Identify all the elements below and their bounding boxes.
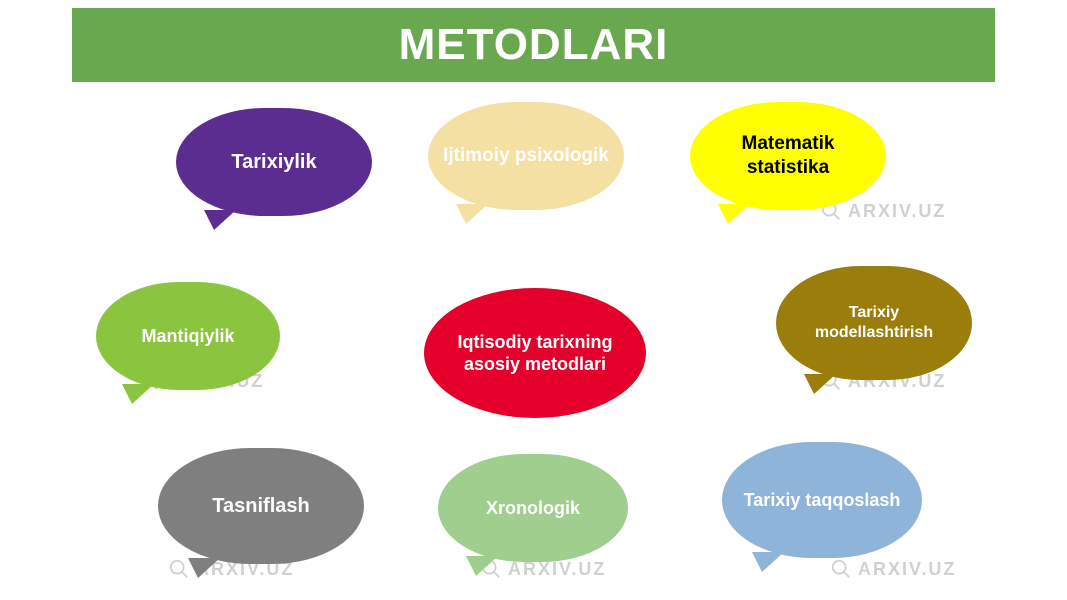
bubble-tarixiylik: Tarixiylik <box>176 108 372 216</box>
title-text: METODLARI <box>399 20 669 70</box>
bubble-tasniflash: Tasniflash <box>158 448 364 564</box>
bubble-tail <box>804 374 836 394</box>
bubble-tail <box>718 204 750 224</box>
bubble-ijtimoiy: Ijtimoiy psixologik <box>428 102 624 210</box>
bubble-xronologik: Xronologik <box>438 454 628 562</box>
bubble-label: Tarixiylik <box>231 150 316 175</box>
bubble-label: Tarixiy modellashtirish <box>790 303 958 343</box>
bubble-label: Mantiqiylik <box>141 325 234 348</box>
bubble-modellashtirish: Tarixiy modellashtirish <box>776 266 972 380</box>
center-oval: Iqtisodiy tarixning asosiy metodlari <box>424 288 646 418</box>
bubble-taqqoslash: Tarixiy taqqoslash <box>722 442 922 558</box>
bubble-tail <box>466 556 498 576</box>
bubble-tail <box>188 558 220 578</box>
bubble-matematik: Matematik statistika <box>690 102 886 210</box>
bubble-label: Xronologik <box>486 497 580 520</box>
title-bar: METODLARI <box>72 8 995 82</box>
center-text: Iqtisodiy tarixning asosiy metodlari <box>442 331 628 376</box>
bubble-tail <box>122 384 154 404</box>
bubble-label: Ijtimoiy psixologik <box>443 144 609 168</box>
bubble-label: Tarixiy taqqoslash <box>744 489 901 512</box>
bubble-label: Tasniflash <box>212 494 309 519</box>
bubble-tail <box>456 204 488 224</box>
bubble-label: Matematik statistika <box>704 132 872 180</box>
bubble-mantiqiylik: Mantiqiylik <box>96 282 280 390</box>
bubble-tail <box>204 210 236 230</box>
bubble-tail <box>752 552 784 572</box>
